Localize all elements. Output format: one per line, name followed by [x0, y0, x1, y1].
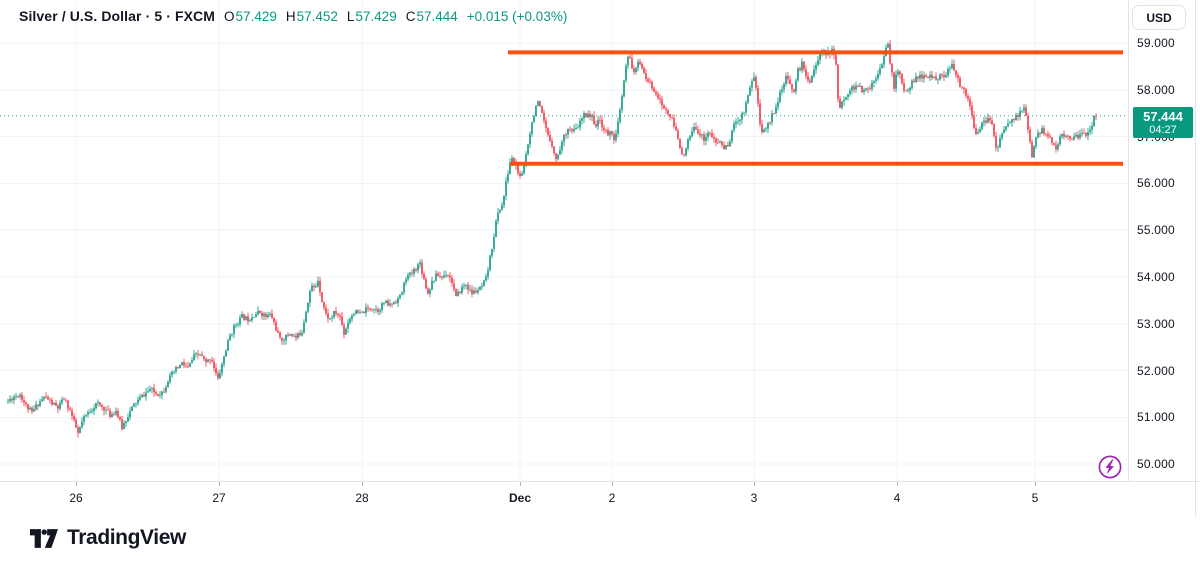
price-change: +0.015 (+0.03%)	[466, 9, 568, 24]
time-axis-tick	[362, 482, 363, 486]
time-axis-label: 26	[69, 491, 83, 505]
chart-legend: Silver / U.S. Dollar · 5 · FXCM O57.429 H…	[19, 8, 567, 24]
time-axis-label: 5	[1031, 491, 1039, 505]
price-axis-label: 52.000	[1137, 363, 1175, 378]
tradingview-chart-widget: Silver / U.S. Dollar · 5 · FXCM O57.429 H…	[0, 0, 1200, 516]
time-axis-label: 3	[750, 491, 758, 505]
time-axis-tick	[520, 482, 521, 486]
time-axis-tick	[754, 482, 755, 486]
price-axis-label: 59.000	[1137, 36, 1175, 50]
time-axis-tick	[219, 482, 220, 486]
bar-countdown: 04:27	[1149, 124, 1177, 136]
symbol-title[interactable]: Silver / U.S. Dollar · 5 · FXCM	[19, 8, 216, 24]
price-axis-label: 54.000	[1137, 270, 1175, 284]
ohlc-high: H57.452	[285, 9, 338, 24]
widget-border	[1195, 0, 1196, 516]
time-axis-label: 27	[212, 491, 226, 505]
time-axis-tick	[897, 482, 898, 486]
ohlc-low: L57.429	[346, 9, 397, 24]
last-price-badge: 57.444 04:27	[1133, 107, 1193, 138]
price-axis-label: 58.000	[1137, 82, 1175, 97]
tradingview-logo-icon	[30, 528, 58, 548]
last-price-value: 57.444	[1143, 109, 1183, 124]
price-axis-label: 51.000	[1137, 410, 1175, 425]
time-axis-tick	[612, 482, 613, 486]
tradingview-attribution[interactable]: TradingView	[30, 524, 186, 552]
price-axis-label: 56.000	[1137, 176, 1175, 191]
time-axis-label: 4	[893, 491, 901, 505]
tradingview-logo-text: TradingView	[67, 526, 186, 549]
ohlc-close: C57.444	[405, 9, 458, 24]
time-axis-label: Dec	[508, 491, 532, 505]
price-axis-label: 53.000	[1137, 316, 1175, 331]
price-axis[interactable]: 57.444 04:27 59.00058.00057.00056.00055.…	[1128, 0, 1200, 481]
time-axis-tick	[1035, 482, 1036, 486]
price-axis-label: 55.000	[1137, 223, 1175, 238]
currency-button[interactable]: USD	[1132, 5, 1186, 30]
time-axis-label: 28	[355, 491, 369, 505]
ohlc-values: O57.429 H57.452 L57.429 C57.444	[224, 9, 458, 24]
price-axis-label: 50.000	[1137, 457, 1175, 472]
time-axis-tick	[76, 482, 77, 486]
lightning-icon[interactable]	[1098, 455, 1122, 479]
time-axis[interactable]: 26 27 28 Dec 2 3 4 5	[0, 481, 1200, 516]
ohlc-open: O57.429	[224, 9, 277, 24]
candlestick-chart[interactable]	[0, 0, 1128, 481]
time-axis-label: 2	[608, 491, 616, 505]
